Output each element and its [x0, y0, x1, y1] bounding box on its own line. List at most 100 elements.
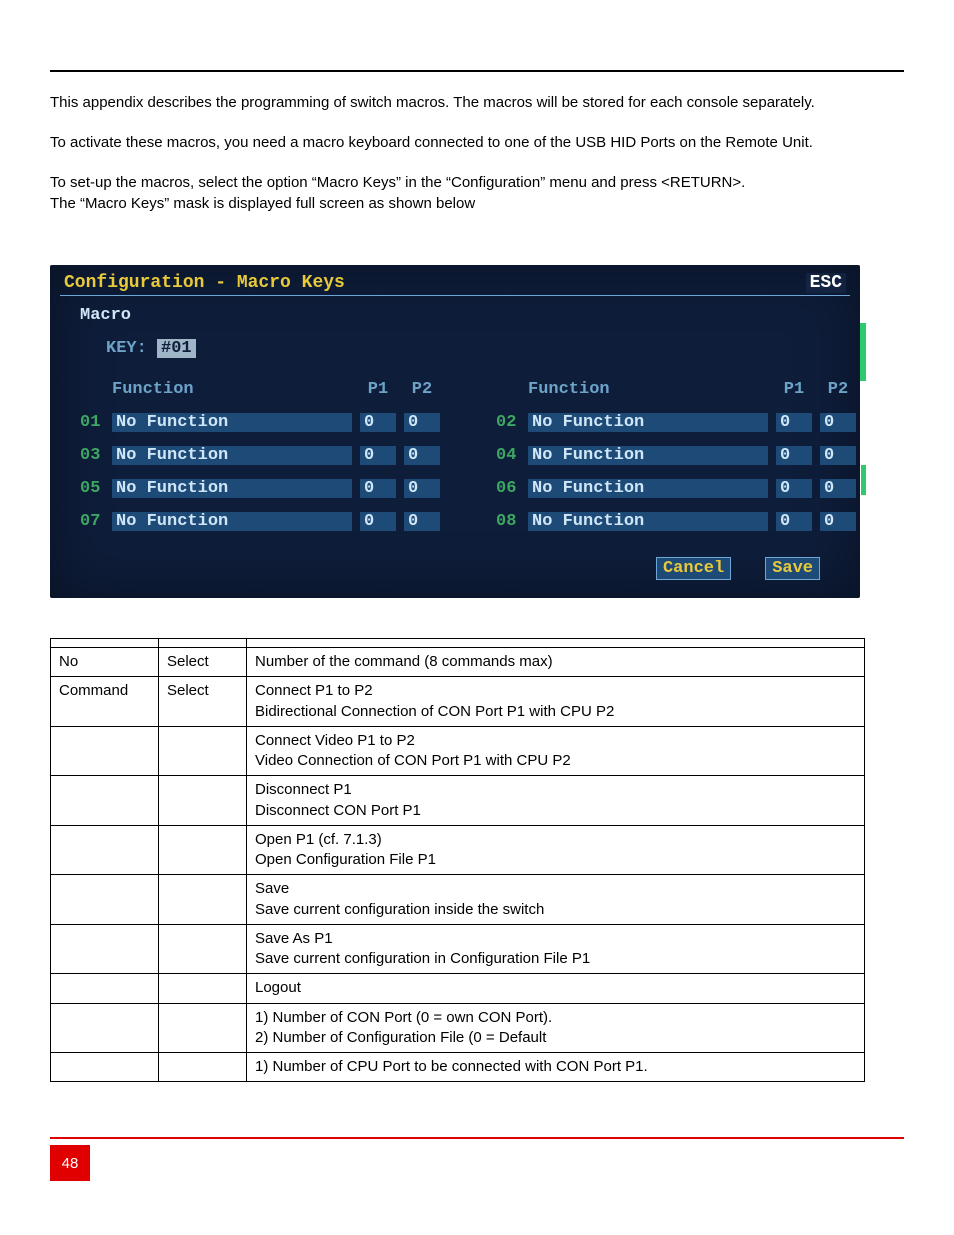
function-field-left[interactable]: No Function: [112, 446, 352, 465]
cell-field: [51, 1003, 159, 1053]
p2-field-left[interactable]: 0: [404, 413, 440, 432]
p2-field-left[interactable]: 0: [404, 479, 440, 498]
row-num-right: 02: [496, 413, 520, 432]
p1-field-left[interactable]: 0: [360, 413, 396, 432]
p1-field-left[interactable]: 0: [360, 446, 396, 465]
key-row: KEY: #01: [106, 339, 840, 358]
cell-field: [51, 639, 159, 648]
page-number: 48: [50, 1145, 90, 1181]
p1-field-right[interactable]: 0: [776, 512, 812, 531]
p1-field-right[interactable]: 0: [776, 446, 812, 465]
function-field-left[interactable]: No Function: [112, 479, 352, 498]
cell-field: Command: [51, 677, 159, 727]
header-rule: [50, 70, 904, 72]
paragraph-2: To activate these macros, you need a mac…: [50, 132, 904, 154]
screenshot-buttons: Cancel Save: [80, 545, 840, 580]
p2-field-right[interactable]: 0: [820, 479, 856, 498]
row-num-left: 05: [80, 479, 104, 498]
p2-field-left[interactable]: 0: [404, 512, 440, 531]
cell-desc: Number of the command (8 commands max): [247, 648, 865, 677]
function-row: 01No Function0002No Function00: [80, 413, 840, 432]
cell-field: No: [51, 648, 159, 677]
cell-desc: Logout: [247, 974, 865, 1003]
p2-field-right[interactable]: 0: [820, 446, 856, 465]
save-button[interactable]: Save: [765, 557, 820, 580]
cell-type: [159, 776, 247, 826]
cancel-button[interactable]: Cancel: [656, 557, 731, 580]
p1-field-left[interactable]: 0: [360, 512, 396, 531]
p2-field-right[interactable]: 0: [820, 512, 856, 531]
function-header: Function P1 P2 Function P1 P2: [80, 380, 840, 399]
cell-type: [159, 1053, 247, 1082]
row-num-left: 07: [80, 512, 104, 531]
macro-label: Macro: [80, 306, 840, 325]
p2-field-right[interactable]: 0: [820, 413, 856, 432]
cell-type: [159, 974, 247, 1003]
footer-rule: [50, 1137, 904, 1139]
row-num-left: 01: [80, 413, 104, 432]
paragraph-3b: The “Macro Keys” mask is displayed full …: [50, 193, 904, 215]
paragraph-1: This appendix describes the programming …: [50, 92, 904, 114]
cell-type: [159, 726, 247, 776]
cell-desc: Save As P1Save current configuration in …: [247, 924, 865, 974]
table-row: 1) Number of CON Port (0 = own CON Port)…: [51, 1003, 865, 1053]
screenshot-titlebar: Configuration - Macro Keys ESC: [60, 273, 850, 296]
hdr-function-left: Function: [112, 380, 352, 399]
function-field-right[interactable]: No Function: [528, 446, 768, 465]
command-table: NoSelectNumber of the command (8 command…: [50, 638, 865, 1082]
function-field-left[interactable]: No Function: [112, 512, 352, 531]
cell-field: [51, 825, 159, 875]
cell-desc: Connect Video P1 to P2Video Connection o…: [247, 726, 865, 776]
paragraph-3a: To set-up the macros, select the option …: [50, 172, 904, 194]
screenshot-body: Macro KEY: #01 Function P1 P2 Function P…: [60, 296, 850, 584]
cell-field: [51, 924, 159, 974]
cell-type: [159, 924, 247, 974]
p1-field-right[interactable]: 0: [776, 413, 812, 432]
cell-desc: 1) Number of CON Port (0 = own CON Port)…: [247, 1003, 865, 1053]
function-field-right[interactable]: No Function: [528, 512, 768, 531]
table-row: Connect Video P1 to P2Video Connection o…: [51, 726, 865, 776]
function-rows-container: 01No Function0002No Function0003No Funct…: [80, 413, 840, 531]
hdr-p2-left: P2: [404, 380, 440, 399]
table-row: [51, 639, 865, 648]
cell-field: [51, 1053, 159, 1082]
macro-keys-screenshot: Configuration - Macro Keys ESC Macro KEY…: [50, 265, 860, 598]
function-row: 03No Function0004No Function00: [80, 446, 840, 465]
hdr-function-right: Function: [528, 380, 768, 399]
cell-desc: SaveSave current configuration inside th…: [247, 875, 865, 925]
key-value[interactable]: #01: [157, 339, 196, 358]
cell-desc: Connect P1 to P2Bidirectional Connection…: [247, 677, 865, 727]
table-row: Logout: [51, 974, 865, 1003]
table-row: Open P1 (cf. 7.1.3)Open Configuration Fi…: [51, 825, 865, 875]
table-row: CommandSelectConnect P1 to P2Bidirection…: [51, 677, 865, 727]
function-field-left[interactable]: No Function: [112, 413, 352, 432]
table-row: Save As P1Save current configuration in …: [51, 924, 865, 974]
row-num-left: 03: [80, 446, 104, 465]
p1-field-right[interactable]: 0: [776, 479, 812, 498]
p1-field-left[interactable]: 0: [360, 479, 396, 498]
table-row: NoSelectNumber of the command (8 command…: [51, 648, 865, 677]
table-row: Disconnect P1Disconnect CON Port P1: [51, 776, 865, 826]
cell-desc: 1) Number of CPU Port to be connected wi…: [247, 1053, 865, 1082]
cell-field: [51, 776, 159, 826]
page-content: This appendix describes the programming …: [0, 0, 954, 1082]
hdr-p1-left: P1: [360, 380, 396, 399]
row-num-right: 06: [496, 479, 520, 498]
cell-desc: Open P1 (cf. 7.1.3)Open Configuration Fi…: [247, 825, 865, 875]
esc-button[interactable]: ESC: [806, 273, 846, 293]
cell-type: Select: [159, 648, 247, 677]
table-row: SaveSave current configuration inside th…: [51, 875, 865, 925]
screenshot-title: Configuration - Macro Keys: [64, 273, 345, 293]
cell-field: [51, 726, 159, 776]
row-num-right: 08: [496, 512, 520, 531]
scroll-accent-2: [861, 465, 866, 495]
hdr-p1-right: P1: [776, 380, 812, 399]
scroll-accent: [860, 323, 866, 381]
cell-type: [159, 875, 247, 925]
function-field-right[interactable]: No Function: [528, 479, 768, 498]
p2-field-left[interactable]: 0: [404, 446, 440, 465]
cell-field: [51, 875, 159, 925]
cell-field: [51, 974, 159, 1003]
hdr-p2-right: P2: [820, 380, 856, 399]
function-field-right[interactable]: No Function: [528, 413, 768, 432]
